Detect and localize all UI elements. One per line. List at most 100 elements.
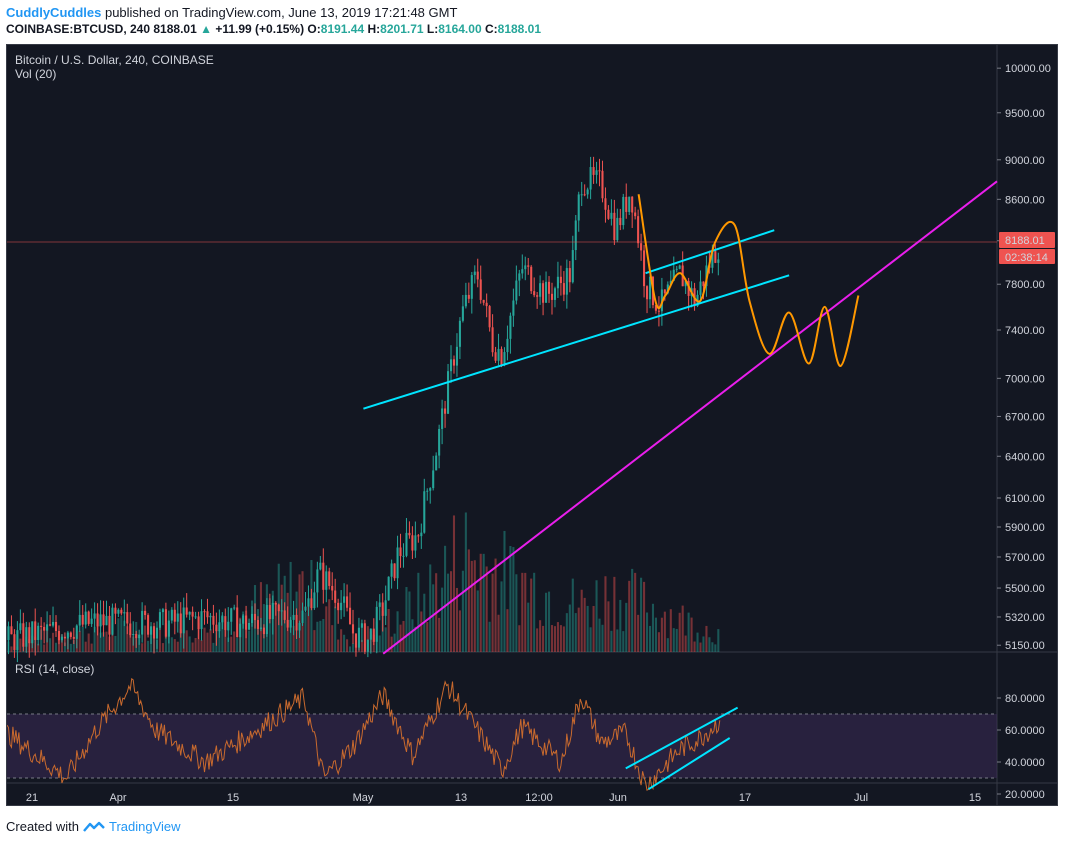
volume-bar	[708, 637, 711, 652]
volume-bar	[417, 572, 420, 652]
candle-body	[432, 470, 435, 489]
volume-bar	[224, 630, 227, 652]
candle-body	[417, 535, 420, 537]
volume-bar	[129, 633, 132, 652]
rsi-axis: 80.0000 60.0000 40.0000 20.0000	[997, 693, 1045, 801]
volume-bar	[660, 617, 663, 652]
volume-bar	[248, 630, 251, 652]
candle-body	[90, 618, 93, 624]
candle-body	[283, 610, 286, 620]
volume-bar	[657, 632, 660, 652]
price-axis: 10000.009500.009000.008600.008200.007800…	[997, 63, 1051, 652]
volume-bar	[628, 580, 631, 652]
candle-body	[69, 632, 72, 637]
volume-bar	[464, 512, 467, 652]
price-tick-label: 5500.00	[1005, 583, 1045, 595]
candle-body	[250, 613, 254, 623]
candle-body	[423, 491, 426, 533]
volume-bar	[378, 635, 381, 652]
candle-body	[212, 615, 215, 625]
volume-bar	[179, 628, 182, 652]
candle-body	[13, 634, 16, 650]
author-link[interactable]: CuddlyCuddles	[6, 5, 102, 20]
candle-body	[7, 626, 10, 641]
candles	[7, 156, 997, 663]
rsi-tick-label: 20.0000	[1005, 789, 1045, 801]
candle-body	[363, 623, 366, 652]
candle-body	[455, 346, 458, 366]
candle-body	[188, 611, 191, 615]
chart-canvas[interactable]: 10000.009500.009000.008600.008200.007800…	[7, 45, 1057, 805]
volume-bar	[93, 626, 96, 652]
volume-bar	[426, 622, 429, 652]
volume-bar	[49, 638, 52, 652]
candle-body	[375, 606, 378, 642]
volume-bar	[289, 561, 292, 652]
magenta-trendline	[382, 180, 998, 655]
volume-bar	[69, 643, 72, 652]
candle-body	[277, 604, 280, 612]
volume-bar	[268, 598, 271, 652]
high-label: H:	[367, 22, 381, 36]
candle-body	[289, 619, 292, 628]
candle-body	[452, 359, 456, 366]
candle-body	[369, 628, 372, 640]
volume-bar	[414, 626, 417, 652]
volume-bar	[37, 643, 40, 652]
time-tick-label: 12:00	[525, 792, 553, 804]
price-tags: 8188.01 02:38:14	[999, 232, 1055, 265]
candle-body	[622, 196, 625, 226]
volume-bar	[568, 604, 571, 652]
volume-bar	[87, 633, 90, 652]
volume-bar	[530, 578, 533, 652]
tradingview-brand-link[interactable]: TradingView	[108, 819, 181, 834]
candle-body	[132, 634, 135, 636]
candle-body	[102, 614, 105, 626]
volume-bar	[702, 636, 705, 652]
candle-body	[506, 338, 509, 353]
volume-bar	[316, 621, 319, 652]
volume-bar	[696, 632, 699, 652]
chart-frame[interactable]: 10000.009500.009000.008600.008200.007800…	[6, 44, 1058, 806]
candle-body	[167, 620, 170, 637]
volume-bar	[640, 577, 643, 652]
candle-body	[179, 613, 182, 634]
volume-bar	[396, 611, 399, 652]
volume-bar	[81, 626, 84, 652]
candle-body	[491, 327, 494, 353]
volume-bar	[619, 599, 622, 652]
price-tick-label: 9500.00	[1005, 108, 1045, 120]
volume-bar	[390, 636, 393, 652]
volume-bar	[313, 630, 316, 652]
volume-bar	[654, 617, 657, 652]
candle-body	[378, 602, 381, 607]
candle-body	[592, 167, 595, 175]
volume-bar	[509, 545, 512, 652]
volume-bar	[123, 620, 126, 652]
candle-body	[120, 609, 123, 614]
candle-body	[699, 281, 702, 295]
candle-body	[393, 563, 396, 579]
candle-body	[158, 612, 161, 628]
volume-bar	[194, 637, 197, 652]
candle-body	[31, 621, 34, 644]
volume-bar	[40, 629, 43, 652]
volume-bar	[141, 643, 144, 652]
volume-bar	[488, 621, 491, 652]
candle-body	[402, 555, 405, 557]
tradingview-logo-icon	[83, 821, 105, 832]
candle-body	[657, 310, 660, 312]
volume-bar	[595, 580, 598, 652]
price-tick-label: 5320.00	[1005, 612, 1045, 624]
candle-body	[574, 220, 577, 251]
candle-body	[598, 170, 601, 172]
candle-body	[547, 281, 551, 294]
rsi-cyan-trendline	[625, 706, 739, 770]
volume-bar	[200, 639, 203, 652]
cyan-trendline	[645, 229, 775, 275]
candle-body	[93, 613, 96, 619]
candle-body	[497, 348, 500, 361]
candle-body	[601, 170, 604, 199]
candle-body	[34, 621, 37, 640]
symbol-label: COINBASE:BTCUSD, 240	[6, 22, 151, 36]
